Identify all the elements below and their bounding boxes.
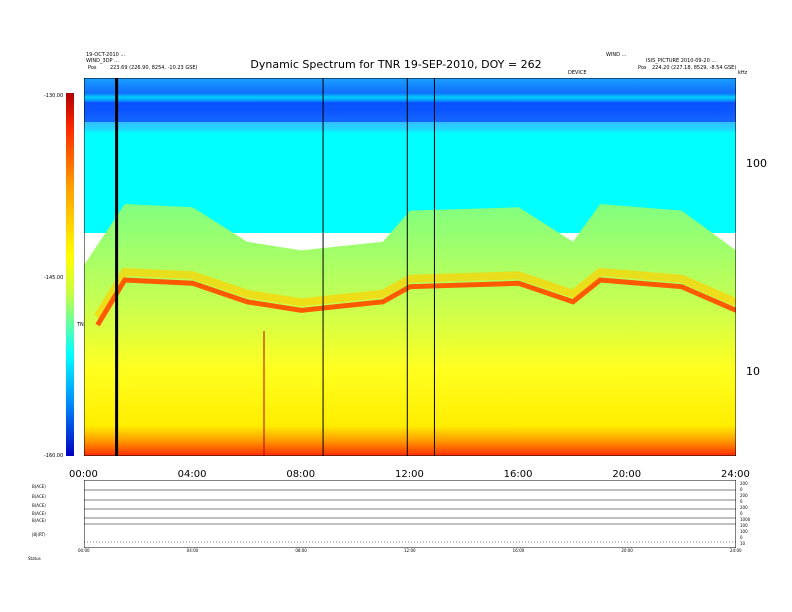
lower-right-label: 0 bbox=[740, 511, 743, 516]
lower-right-label: 100 bbox=[740, 523, 748, 528]
lower-right-label: 0 bbox=[740, 499, 743, 504]
lower-right-label: 0 bbox=[740, 487, 743, 492]
lower-right-label: 10 bbox=[740, 541, 746, 546]
x-tick-label: 12:00 bbox=[395, 469, 424, 480]
lower-x-tick-label: 20:00 bbox=[621, 548, 633, 553]
ytick-right-10: 10 bbox=[746, 365, 760, 378]
header-left-pos-value: 223.69 (226.90, 8254, -10.23 GSE) bbox=[110, 65, 198, 71]
spectro-vertical-lines bbox=[115, 78, 435, 456]
spectro-ridge-line bbox=[95, 277, 736, 327]
lower-row-label-4: B(ACE) bbox=[32, 511, 46, 516]
lower-right-label: 200 bbox=[740, 481, 748, 486]
lower-right-label: 200 bbox=[740, 493, 748, 498]
lower-x-tick-label: 00:00 bbox=[78, 548, 90, 553]
header-right-pos-label: Pos bbox=[638, 65, 647, 71]
lower-right-label: 200 bbox=[740, 505, 748, 510]
spectro-green-region bbox=[84, 203, 736, 456]
x-tick-label: 24:00 bbox=[721, 469, 750, 480]
colorbar-tick-mid: -145.00 bbox=[44, 275, 64, 281]
lower-x-tick-label: 12:00 bbox=[404, 548, 416, 553]
spectro-band-blue-strip bbox=[84, 102, 736, 122]
header-left-line2: WIND_3DP ... bbox=[86, 58, 119, 64]
header-right-pos-value: 224.20 (227.18, 8529, -8.54 GSE) bbox=[652, 65, 737, 71]
lower-right-label: 1000 bbox=[740, 517, 751, 522]
lower-right-label: 0 bbox=[740, 535, 743, 540]
spectro-ridge-glow bbox=[94, 267, 736, 320]
lower-timeseries-panel bbox=[84, 480, 736, 548]
colorbar bbox=[66, 93, 74, 456]
lower-row-label-3: B(ACE) bbox=[32, 503, 46, 508]
x-tick-label: 04:00 bbox=[177, 469, 207, 480]
colorbar-tick-bottom: -160.00 bbox=[44, 453, 64, 459]
header-left-line1: 19-OCT-2010 ... bbox=[86, 52, 126, 58]
lower-frame bbox=[84, 480, 736, 548]
header-center-small: DEVICE bbox=[568, 70, 587, 76]
spectro-ridge bbox=[94, 267, 736, 327]
x-tick-label: 20:00 bbox=[612, 469, 642, 480]
x-tick-label: 08:00 bbox=[286, 469, 316, 480]
ytick-right-100: 100 bbox=[746, 157, 767, 170]
lower-x-tick-label: 24:00 bbox=[730, 548, 742, 553]
lower-x-tick-label: 08:00 bbox=[295, 548, 307, 553]
lower-row-label-2: B(ACE) bbox=[32, 494, 46, 499]
lower-x-tick-label: 16:00 bbox=[512, 548, 525, 553]
colorbar-label: TNR bbox=[77, 322, 88, 328]
spectro-lower-fill bbox=[84, 203, 736, 456]
lower-row-label-5: B(ACE) bbox=[32, 518, 46, 523]
lower-row-label-6: |B|(RT) bbox=[32, 532, 46, 537]
colorbar-tick-top: -130.00 bbox=[44, 93, 64, 99]
lower-x-tick-label: 04:00 bbox=[186, 548, 199, 553]
lower-right-label: 100 bbox=[740, 529, 748, 534]
lower-row-label-7: Status bbox=[28, 556, 41, 561]
x-tick-label: 16:00 bbox=[503, 469, 533, 480]
x-tick-label: 00:00 bbox=[69, 469, 98, 480]
spectrogram-plot bbox=[84, 78, 736, 456]
header-corner-right: kHz bbox=[738, 70, 748, 76]
header-right-line1: WIND ... bbox=[606, 52, 627, 58]
lower-row-label-1: B(ACE) bbox=[32, 484, 46, 489]
header-left-pos-label: Pos bbox=[88, 65, 97, 71]
header-right-line2: ISIS_PICTURE 2010-09-20 ... bbox=[646, 58, 717, 64]
chart-title: Dynamic Spectrum for TNR 19-SEP-2010, DO… bbox=[250, 58, 542, 71]
